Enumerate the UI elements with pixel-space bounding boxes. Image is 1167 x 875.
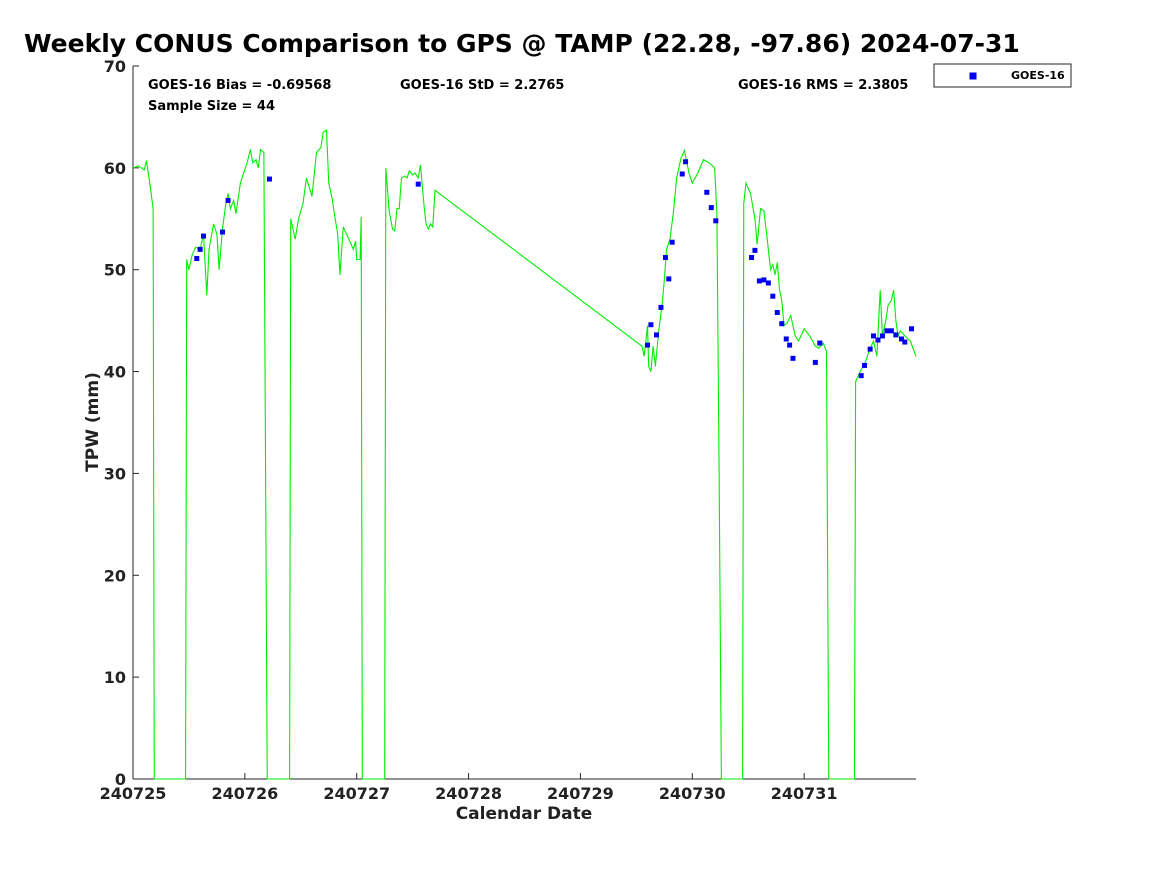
goes16-point [669, 239, 675, 245]
goes16-point [875, 337, 881, 343]
y-axis-label: TPW (mm) [83, 372, 103, 472]
goes16-point [266, 176, 272, 182]
goes16-point [862, 362, 868, 368]
x-tick-label: 240728 [435, 784, 502, 803]
y-tick-label: 0 [115, 770, 126, 789]
goes16-point [658, 304, 664, 310]
goes16-point [415, 181, 421, 187]
goes16-point [765, 280, 771, 286]
y-tick-label: 70 [104, 57, 126, 76]
goes16-point [858, 373, 864, 379]
goes16-point [749, 254, 755, 260]
goes16-point [779, 321, 785, 327]
x-axis-label: Calendar Date [456, 804, 593, 824]
goes16-point [817, 340, 823, 346]
x-tick-label: 240726 [211, 784, 278, 803]
goes16-point [197, 246, 203, 252]
x-tick-label: 240730 [659, 784, 726, 803]
legend-box [933, 63, 1072, 88]
sample-size-annotation: Sample Size = 44 [148, 99, 275, 114]
goes16-point [790, 355, 796, 361]
x-tick-label: 240731 [771, 784, 838, 803]
goes16-point [787, 342, 793, 348]
goes16-point [884, 328, 890, 334]
goes16-point [708, 205, 714, 211]
goes16-point [648, 322, 654, 328]
goes16-point [666, 276, 672, 282]
chart-title: Weekly CONUS Comparison to GPS @ TAMP (2… [24, 29, 1020, 58]
y-tick-label: 60 [104, 159, 126, 178]
y-tick-label: 50 [104, 261, 126, 280]
y-ticks: 0 10 20 30 40 50 60 70 [104, 57, 139, 789]
goes16-point [770, 293, 776, 299]
rms-annotation: GOES-16 RMS = 2.3805 [738, 78, 908, 93]
goes16-point [867, 346, 873, 352]
goes16-point [870, 333, 876, 339]
plot-area [133, 66, 916, 779]
goes16-point [683, 159, 689, 165]
goes16-point [713, 218, 719, 224]
std-annotation: GOES-16 StD = 2.2765 [400, 78, 564, 93]
goes16-point [902, 339, 908, 345]
x-tick-label: 240729 [547, 784, 614, 803]
goes16-point [888, 328, 894, 334]
plot-content [132, 129, 917, 780]
y-tick-label: 40 [104, 363, 126, 382]
goes16-point [194, 256, 200, 262]
goes16-point [812, 359, 818, 365]
goes16-point [679, 171, 685, 177]
goes16-point [783, 336, 789, 342]
y-tick-label: 30 [104, 464, 126, 483]
bias-annotation: GOES-16 Bias = -0.69568 [148, 78, 331, 93]
goes16-point [909, 326, 915, 332]
goes16-point [200, 233, 206, 239]
goes16-point [879, 333, 885, 339]
legend: GOES-16 [933, 63, 1072, 88]
y-tick-label: 20 [104, 566, 126, 585]
goes16-point [761, 277, 767, 283]
goes16-point [756, 278, 762, 284]
goes16-point [219, 229, 225, 235]
x-ticks: 240725 240726 240727 240728 240729 240730 2407… [100, 773, 838, 803]
goes16-point [225, 197, 231, 203]
goes16-point [653, 332, 659, 338]
goes16-point [898, 336, 904, 342]
legend-marker-goes16 [969, 72, 977, 80]
goes16-point [893, 332, 899, 338]
goes16-point [704, 189, 710, 195]
goes16-point [752, 247, 758, 253]
x-tick-label: 240727 [323, 784, 390, 803]
goes16-point [645, 342, 651, 348]
goes16-point [774, 309, 780, 315]
legend-label-goes16: GOES-16 [1011, 69, 1065, 82]
gps-tpw-line [132, 129, 917, 780]
y-tick-label: 10 [104, 668, 126, 687]
goes16-point [662, 254, 668, 260]
x-tick-label: 240725 [100, 784, 167, 803]
